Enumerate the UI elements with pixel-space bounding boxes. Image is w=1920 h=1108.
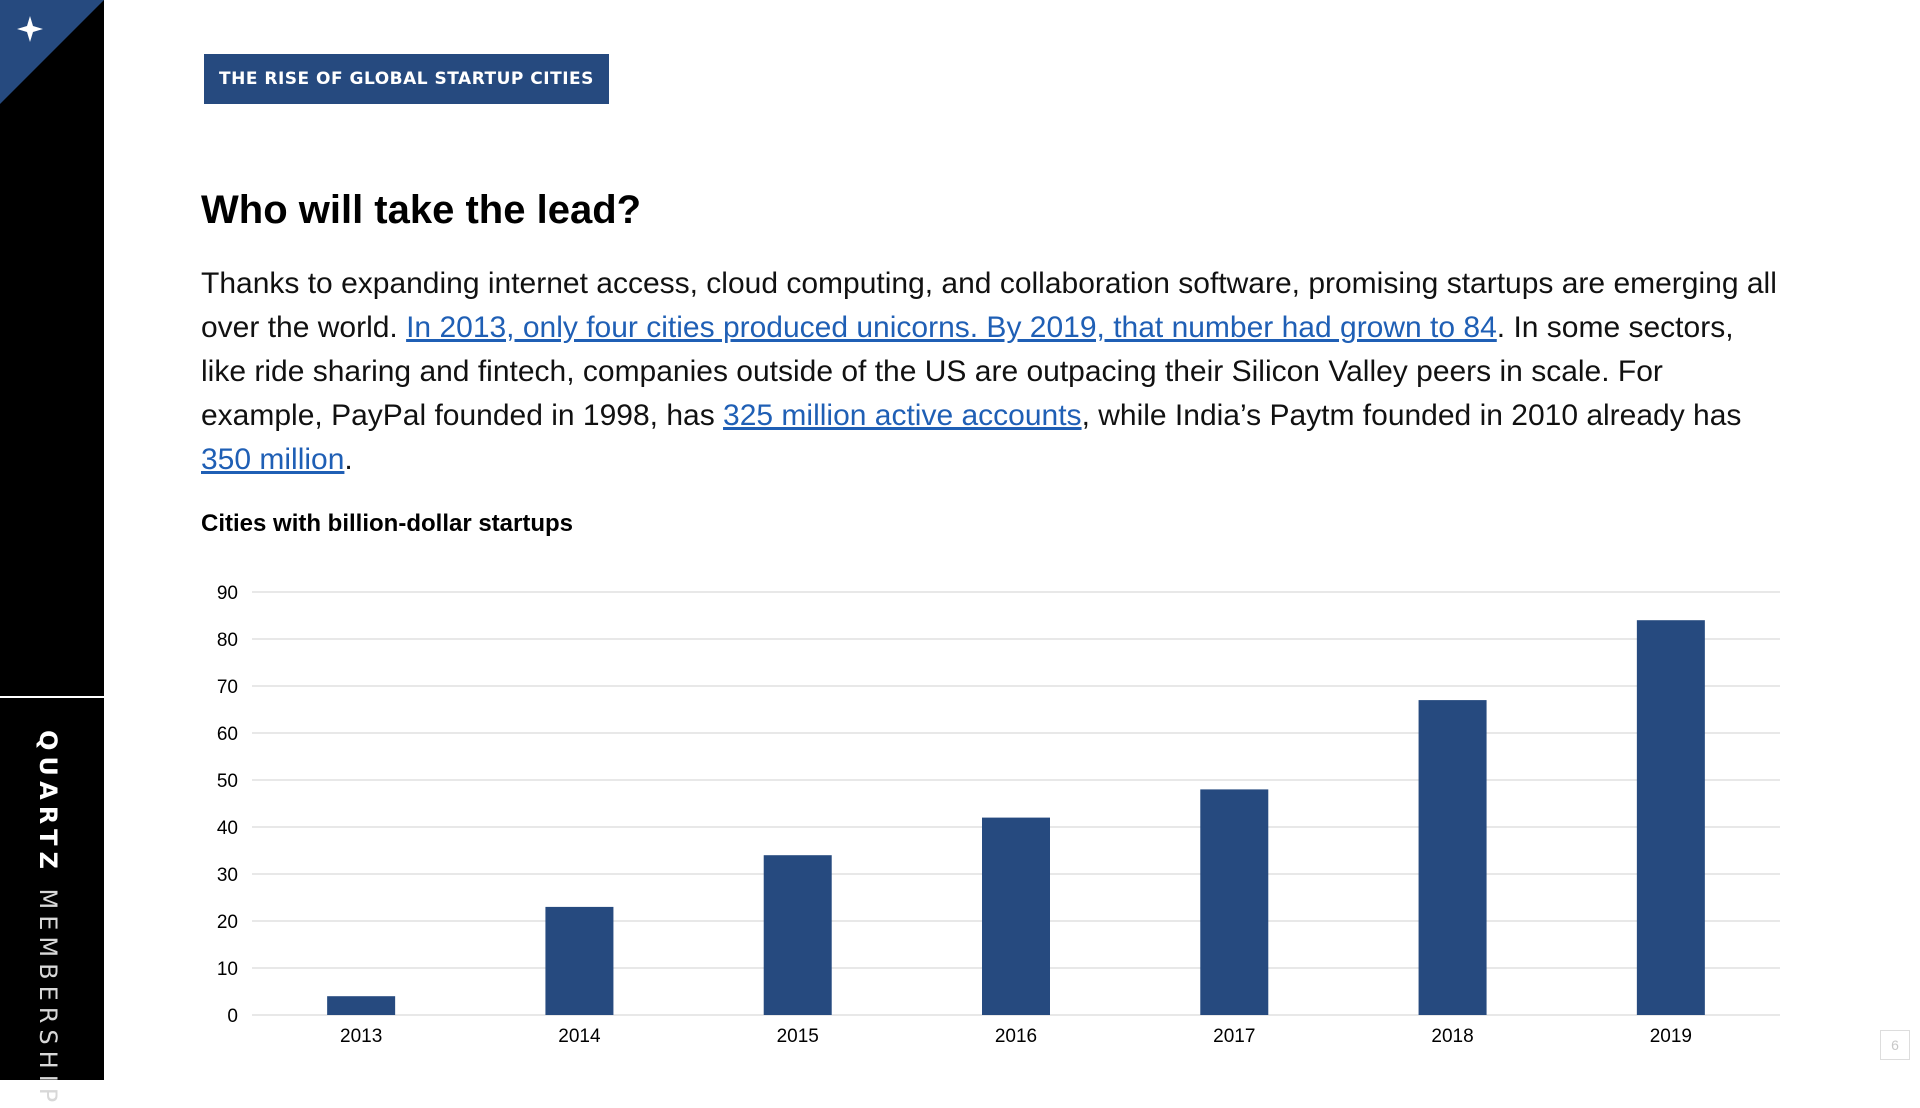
y-tick-label: 90	[217, 583, 238, 604]
body-paragraph: Thanks to expanding internet access, clo…	[201, 262, 1781, 482]
x-tick-label: 2016	[995, 1026, 1037, 1047]
y-tick-label: 30	[217, 865, 238, 886]
x-tick-label: 2019	[1650, 1026, 1692, 1047]
paytm-accounts-link[interactable]: 350 million	[201, 443, 345, 476]
page-number: 6	[1880, 1030, 1910, 1060]
chart-title: Cities with billion-dollar startups	[201, 510, 574, 537]
paypal-accounts-link[interactable]: 325 million active accounts	[723, 399, 1082, 432]
body-text-4: .	[344, 443, 353, 476]
y-tick-label: 70	[217, 677, 238, 698]
sidebar-divider	[0, 696, 104, 698]
x-tick-label: 2015	[777, 1026, 819, 1047]
y-tick-label: 50	[217, 771, 238, 792]
x-tick-label: 2018	[1431, 1026, 1473, 1047]
sidebar: QUARTZ MEMBERSHIP	[0, 0, 104, 1108]
y-tick-label: 0	[227, 1006, 238, 1027]
page-title: Who will take the lead?	[201, 188, 642, 232]
y-tick-label: 40	[217, 818, 238, 839]
bar-2018	[1418, 700, 1487, 1015]
bar-chart: 0 10 20 30 40 50 60 70 80 90 2013 2014 2015 2016 2017 2…	[217, 583, 1780, 1047]
x-tick-label: 2013	[340, 1026, 382, 1047]
bar-2017	[1200, 789, 1269, 1015]
bar-2016	[982, 817, 1050, 1015]
y-tick-label: 60	[217, 724, 238, 745]
x-tick-label: 2014	[558, 1026, 601, 1047]
body-text-3: , while India’s Paytm founded in 2010 al…	[1081, 399, 1742, 432]
y-tick-label: 10	[217, 959, 238, 980]
y-tick-label: 80	[217, 630, 238, 651]
brand-subtitle: MEMBERSHIP	[34, 888, 62, 1108]
x-tick-label: 2017	[1213, 1026, 1255, 1047]
bar-2019	[1636, 620, 1705, 1015]
corner-flag	[0, 0, 104, 104]
unicorns-link[interactable]: In 2013, only four cities produced unico…	[406, 311, 1497, 344]
bar-2014	[545, 906, 614, 1015]
y-tick-label: 20	[217, 912, 238, 933]
body-text-2: . In some sectors, like ride sharing and…	[201, 311, 1734, 432]
bar-2015	[763, 855, 832, 1015]
star-icon	[17, 16, 43, 42]
section-tag: THE RISE OF GLOBAL STARTUP CITIES	[204, 54, 609, 104]
brand-name: QUARTZ	[34, 730, 62, 875]
brand-logo[interactable]: QUARTZ MEMBERSHIP	[34, 730, 62, 1108]
bar-2013	[327, 996, 396, 1015]
body-text-1: Thanks to expanding internet access, clo…	[201, 267, 1777, 344]
